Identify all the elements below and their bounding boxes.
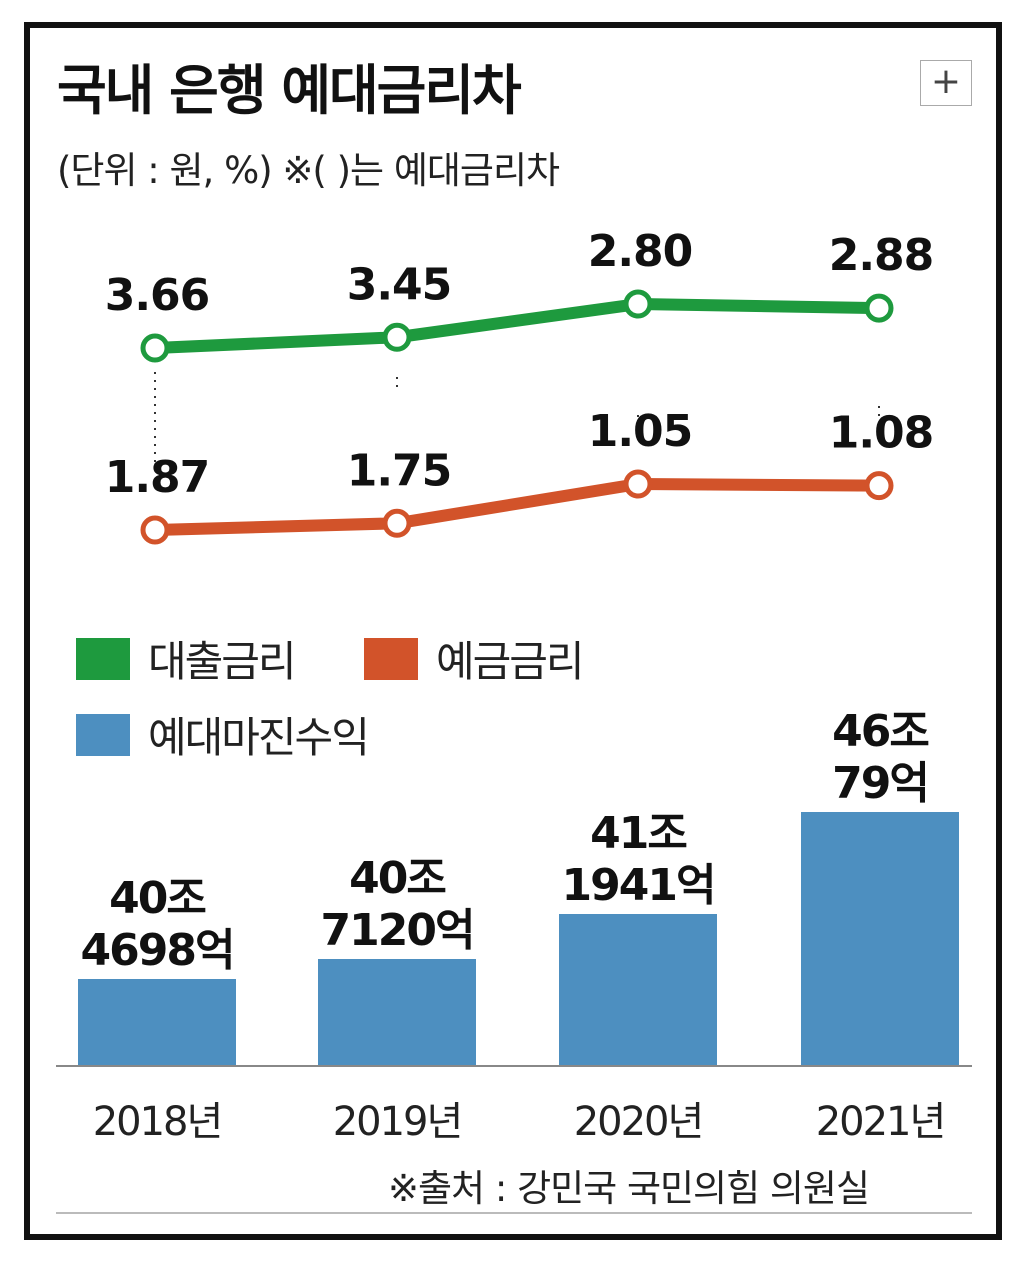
bar-2019년: [318, 959, 476, 1066]
x-tick-label: 2020년: [574, 1099, 703, 1145]
legend-label: 대출금리: [148, 637, 295, 686]
data-label: 1.75: [347, 445, 452, 496]
bar-2020년: [559, 914, 717, 1066]
data-label: 3.45: [347, 259, 452, 310]
point-예금금리: [140, 515, 170, 545]
bar-value-label-top: 40조: [349, 853, 445, 904]
line-대출금리: [149, 298, 885, 354]
chart-subtitle: (단위 : 원, %) ※( )는 예대금리차: [57, 149, 560, 192]
x-tick-label: 2021년: [816, 1099, 945, 1145]
point-예금금리: [623, 469, 653, 499]
bar-2018년: [78, 979, 236, 1066]
bar-value-label-bottom: 1941억: [562, 860, 715, 911]
point-대출금리: [382, 322, 412, 352]
data-label: 3.66: [105, 270, 210, 321]
bar-value-label-top: 40조: [109, 873, 205, 924]
source-note: ※출처 : 강민국 국민의힘 의원실: [388, 1167, 870, 1210]
data-label: 1.87: [105, 452, 210, 503]
legend-swatch: [76, 638, 130, 680]
legend-swatch: [364, 638, 418, 680]
bar-2021년: [801, 812, 959, 1066]
x-tick-label: 2018년: [93, 1099, 222, 1145]
legend-label: 예금금리: [436, 637, 583, 686]
data-label: 2.88: [829, 230, 934, 281]
data-label: 1.05: [588, 406, 693, 457]
point-예금금리: [864, 471, 894, 501]
data-label: 1.08: [829, 408, 934, 459]
bar-value-label-bottom: 4698억: [81, 925, 234, 976]
bar-value-label-top: 46조: [832, 706, 928, 757]
data-label: 2.80: [588, 226, 693, 277]
expand-button[interactable]: +: [920, 60, 972, 106]
bar-value-label-top: 41조: [590, 808, 686, 859]
point-대출금리: [864, 293, 894, 323]
bottom-divider: [56, 1212, 972, 1214]
point-예금금리: [382, 508, 412, 538]
legend-swatch: [76, 714, 130, 756]
bar-value-label-bottom: 79억: [832, 758, 928, 809]
chart-title: 국내 은행 예대금리차: [57, 59, 522, 122]
point-대출금리: [623, 289, 653, 319]
legend-label: 예대마진수익: [148, 713, 368, 762]
x-tick-label: 2019년: [333, 1099, 462, 1145]
point-대출금리: [140, 333, 170, 363]
bar-value-label-bottom: 7120억: [321, 905, 474, 956]
line-예금금리: [149, 478, 885, 536]
